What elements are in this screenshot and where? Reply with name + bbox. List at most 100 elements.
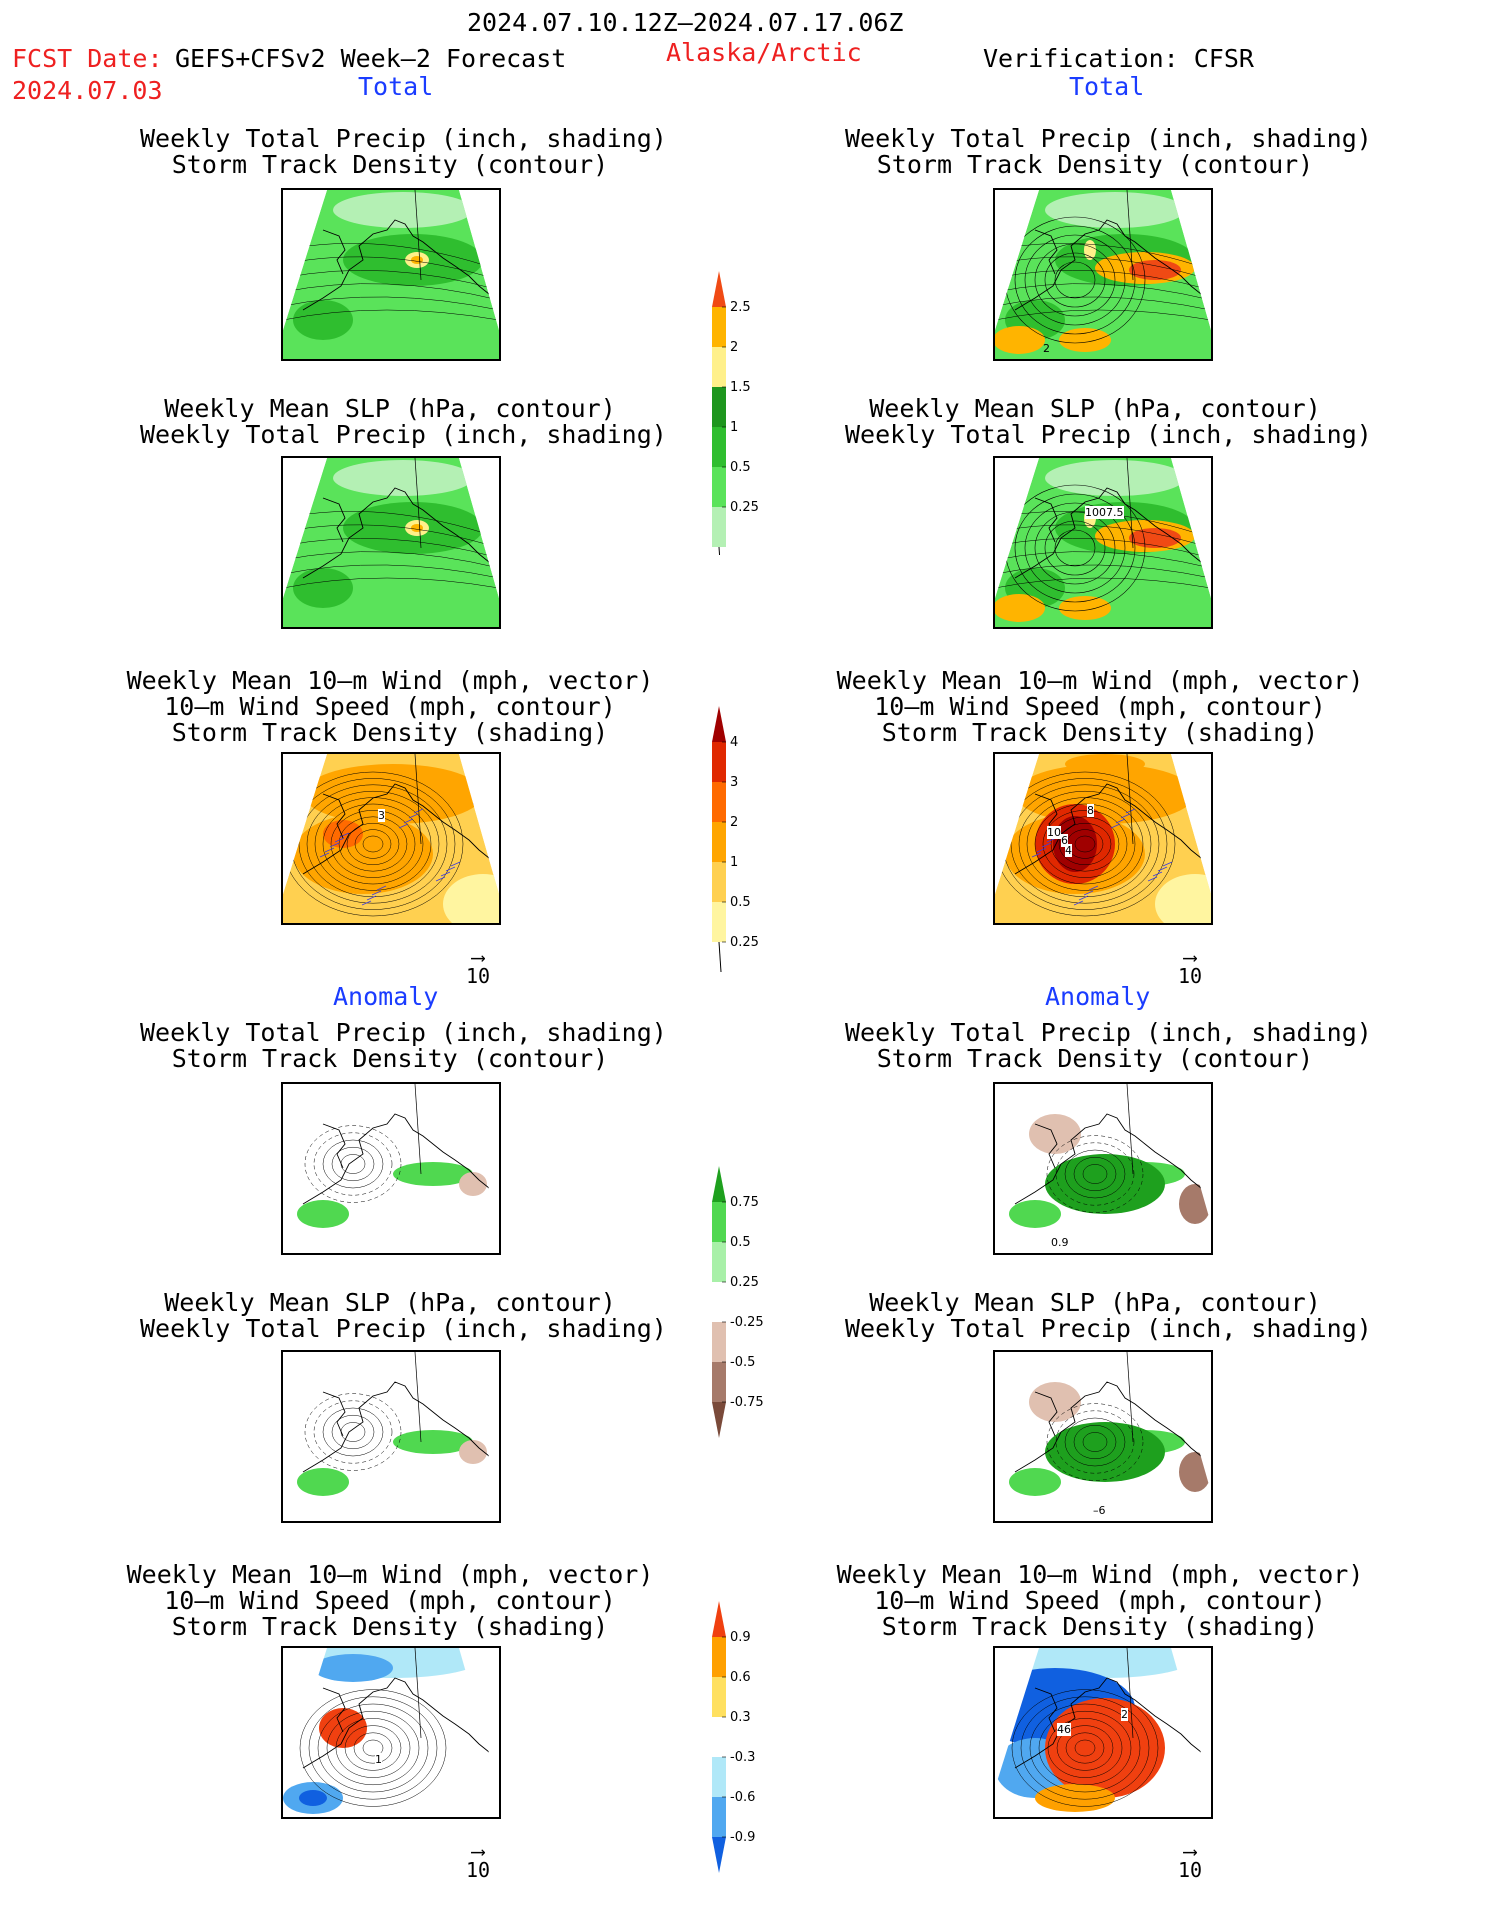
coastline xyxy=(302,1677,498,1769)
coastline xyxy=(322,793,346,839)
coastline xyxy=(322,1687,346,1733)
map-panel: 46 2 xyxy=(993,1646,1213,1819)
precip-region xyxy=(293,300,353,340)
map-panel: 1007.5 xyxy=(993,456,1213,629)
colorbar-tick-label: 1.5 xyxy=(730,380,751,395)
colorbar-tick-label: 0.25 xyxy=(730,500,759,515)
contour-line xyxy=(283,309,499,321)
contour-line xyxy=(1020,1696,1150,1800)
contour-line xyxy=(1058,822,1112,866)
coastline xyxy=(302,487,498,579)
anomaly-region xyxy=(297,1468,349,1496)
period-title: 2024.07.10.12Z–2024.07.17.06Z xyxy=(467,8,904,37)
wind-vector xyxy=(482,789,493,795)
colorbar-tick-label: -0.75 xyxy=(730,1395,764,1410)
contour-line xyxy=(304,1393,402,1471)
border-line xyxy=(414,754,422,845)
coastline xyxy=(1014,219,1210,311)
map-panel: 2 xyxy=(993,188,1213,361)
contour-line xyxy=(1054,261,1096,299)
coastline xyxy=(1034,1687,1058,1733)
border-line xyxy=(414,1084,422,1175)
map-field xyxy=(995,458,1211,627)
colorbar-segment xyxy=(712,1282,726,1322)
contour-line xyxy=(1034,511,1116,585)
contour-line xyxy=(317,1703,429,1793)
anomaly-region xyxy=(1015,1648,1195,1678)
coastline xyxy=(322,1391,346,1437)
contour-line xyxy=(331,1146,375,1182)
contour-line xyxy=(1055,1142,1135,1206)
colorbar-segment xyxy=(712,782,726,822)
contour-line xyxy=(306,790,440,898)
contour-line xyxy=(1034,803,1136,885)
section-anomaly-left: Anomaly xyxy=(333,982,439,1011)
map-svg xyxy=(283,754,499,923)
wind-vector xyxy=(1014,779,1025,785)
colorbar-segment xyxy=(712,1637,726,1677)
map-panel xyxy=(281,188,501,361)
wind-vector xyxy=(440,871,451,877)
contour-line xyxy=(283,577,499,589)
colorbar-precip: 2.5 2 1.5 1 0.5 0.25 xyxy=(712,271,759,555)
track-region xyxy=(1155,874,1211,923)
wind-vector xyxy=(329,842,340,848)
colorbar-tick-label: 0.9 xyxy=(730,1630,751,1645)
wind-vector xyxy=(477,794,488,800)
wind-vector xyxy=(1194,789,1205,795)
colorbar-segment xyxy=(712,1717,726,1757)
anomaly-region xyxy=(459,1172,487,1196)
fcst-date: 2024.07.03 xyxy=(12,76,163,105)
contour-line xyxy=(338,816,408,872)
wind-vector xyxy=(1189,794,1200,800)
contour-line xyxy=(1046,1403,1144,1481)
contour-line xyxy=(1044,252,1106,308)
wind-vector xyxy=(376,885,387,891)
wind-vector xyxy=(1073,900,1084,906)
contour-label: 1 xyxy=(375,1753,382,1766)
wind-vector xyxy=(1036,847,1047,853)
border-line xyxy=(414,1648,422,1739)
map-svg xyxy=(283,190,499,359)
colorbar-cap xyxy=(712,1166,726,1202)
wind-vector xyxy=(1157,866,1168,872)
contour-line xyxy=(1055,1410,1135,1474)
coastline xyxy=(1034,229,1058,275)
border-line xyxy=(1126,1084,1134,1175)
map-field xyxy=(283,1084,499,1253)
contour-line xyxy=(1024,502,1126,594)
contour-line xyxy=(1074,835,1096,853)
map-panel xyxy=(281,1082,501,1255)
contour-line xyxy=(1065,1732,1105,1764)
vector-reference: ⟶ 10 xyxy=(465,945,491,988)
contour-line xyxy=(331,1414,375,1450)
vector-reference: ⟶ 10 xyxy=(465,1839,491,1882)
track-region xyxy=(1065,754,1145,774)
wind-vector xyxy=(435,876,446,882)
colorbar-tick-label: -0.25 xyxy=(730,1315,764,1330)
contour-label: 0.9 xyxy=(1051,1236,1069,1249)
colorbar-segment xyxy=(712,1797,726,1837)
wind-vector xyxy=(472,799,483,805)
anomaly-region xyxy=(1179,1184,1211,1224)
title-r3: Weekly Mean 10–m Wind (mph, vector) 10–m … xyxy=(836,666,1364,747)
colorbar-tick-label: 2.5 xyxy=(730,300,751,315)
colorbar-tick-label: 2 xyxy=(730,815,738,830)
colorbar-segment xyxy=(712,347,726,387)
contour-line xyxy=(283,283,499,301)
anomaly-region xyxy=(1029,1382,1081,1422)
contour-line xyxy=(326,1710,420,1786)
wind-vector xyxy=(1110,823,1121,829)
border-line xyxy=(1126,1352,1134,1443)
precip-region xyxy=(1059,328,1111,352)
contour-line xyxy=(283,270,499,291)
verification-label: Verification: CFSR xyxy=(983,44,1254,73)
contour-line xyxy=(335,1718,411,1778)
contour-line xyxy=(283,524,499,549)
map-svg xyxy=(283,1352,499,1521)
contour-label: 46 xyxy=(1057,1723,1071,1736)
anomaly-field xyxy=(283,1648,499,1817)
anomaly-region xyxy=(1029,1114,1081,1154)
coastline xyxy=(322,497,346,543)
wind-vector xyxy=(1147,876,1158,882)
